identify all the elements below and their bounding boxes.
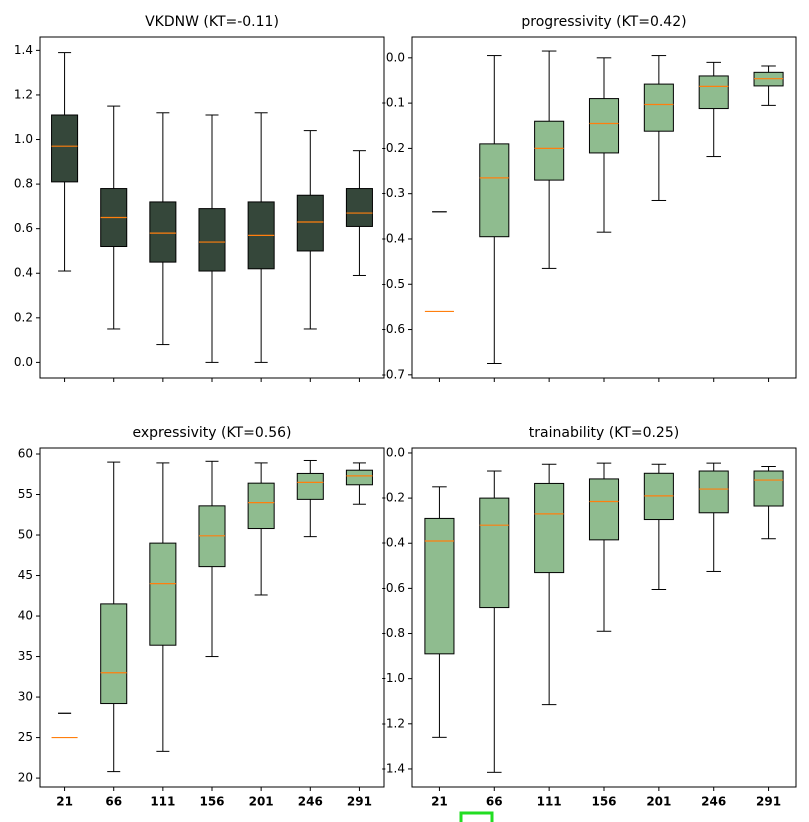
box [345, 469, 373, 486]
y-tick-label: -0.6 [382, 581, 405, 595]
y-tick-label: 25 [18, 730, 33, 744]
plot-frame [411, 36, 797, 379]
box [247, 482, 275, 530]
y-tick-label: -0.5 [382, 277, 405, 291]
x-tick-label: 291 [756, 795, 781, 809]
box [296, 194, 324, 252]
x-tick-label: 246 [298, 795, 323, 809]
box [698, 75, 729, 110]
box [753, 470, 784, 507]
box [588, 478, 620, 541]
box [198, 208, 226, 272]
box [345, 188, 373, 227]
y-tick-label: -1.2 [382, 716, 405, 730]
x-tick-label: 156 [199, 795, 224, 809]
x-tick-label: 201 [249, 795, 274, 809]
box [149, 542, 177, 646]
y-tick-label: 0.0 [386, 50, 405, 64]
y-tick-label: 40 [18, 609, 33, 623]
box [643, 83, 674, 132]
plot-frame [39, 447, 385, 788]
x-tick-label: 66 [105, 795, 122, 809]
highlight-bracket [459, 811, 494, 822]
y-tick-label: -1.4 [382, 761, 405, 775]
box [534, 482, 565, 574]
y-tick-label: -0.2 [382, 141, 405, 155]
box [698, 470, 729, 514]
y-tick-label: -0.2 [382, 491, 405, 505]
y-tick-label: 1.4 [14, 43, 33, 57]
box [534, 120, 565, 181]
y-tick-label: -0.8 [382, 626, 405, 640]
y-tick-label: 35 [18, 649, 33, 663]
y-tick-label: 0.8 [14, 177, 33, 191]
chart-title: trainability (KT=0.25) [529, 425, 679, 441]
y-tick-label: -0.1 [382, 96, 405, 110]
box [149, 201, 177, 263]
box [296, 472, 324, 500]
chart-title: expressivity (KT=0.56) [133, 425, 292, 441]
y-tick-label: 30 [18, 690, 33, 704]
y-tick-label: -0.4 [382, 231, 405, 245]
y-tick-label: -0.7 [382, 367, 405, 381]
plot-frame [411, 447, 797, 788]
x-tick-label: 21 [56, 795, 73, 809]
y-tick-label: 0.6 [14, 221, 33, 235]
x-tick-label: 246 [701, 795, 726, 809]
y-tick-label: 50 [18, 528, 33, 542]
x-tick-label: 291 [347, 795, 372, 809]
y-tick-label: -0.3 [382, 186, 405, 200]
y-tick-label: -0.6 [382, 322, 405, 336]
box [479, 497, 510, 609]
y-tick-label: 60 [18, 446, 33, 460]
box [588, 98, 620, 154]
y-tick-label: 0.4 [14, 266, 33, 280]
x-tick-label: 156 [591, 795, 616, 809]
y-tick-label: 0.0 [14, 355, 33, 369]
x-tick-label: 111 [150, 795, 175, 809]
y-tick-label: -1.0 [382, 671, 405, 685]
x-tick-label: 201 [646, 795, 671, 809]
x-tick-label: 66 [486, 795, 503, 809]
box [100, 603, 128, 705]
y-tick-label: 1.2 [14, 87, 33, 101]
y-tick-label: 0.2 [14, 310, 33, 324]
y-tick-label: 20 [18, 771, 33, 785]
box [424, 517, 455, 655]
box [51, 114, 79, 183]
chart-title: VKDNW (KT=-0.11) [145, 14, 279, 30]
y-tick-label: 1.0 [14, 132, 33, 146]
chart-title: progressivity (KT=0.42) [521, 14, 686, 30]
y-tick-label: -0.4 [382, 536, 405, 550]
y-tick-label: 0.0 [386, 445, 405, 459]
y-tick-label: 55 [18, 487, 33, 501]
y-tick-label: 45 [18, 568, 33, 582]
x-tick-label: 21 [431, 795, 448, 809]
box [479, 143, 510, 238]
x-tick-label: 111 [537, 795, 562, 809]
plot-frame [39, 36, 385, 379]
